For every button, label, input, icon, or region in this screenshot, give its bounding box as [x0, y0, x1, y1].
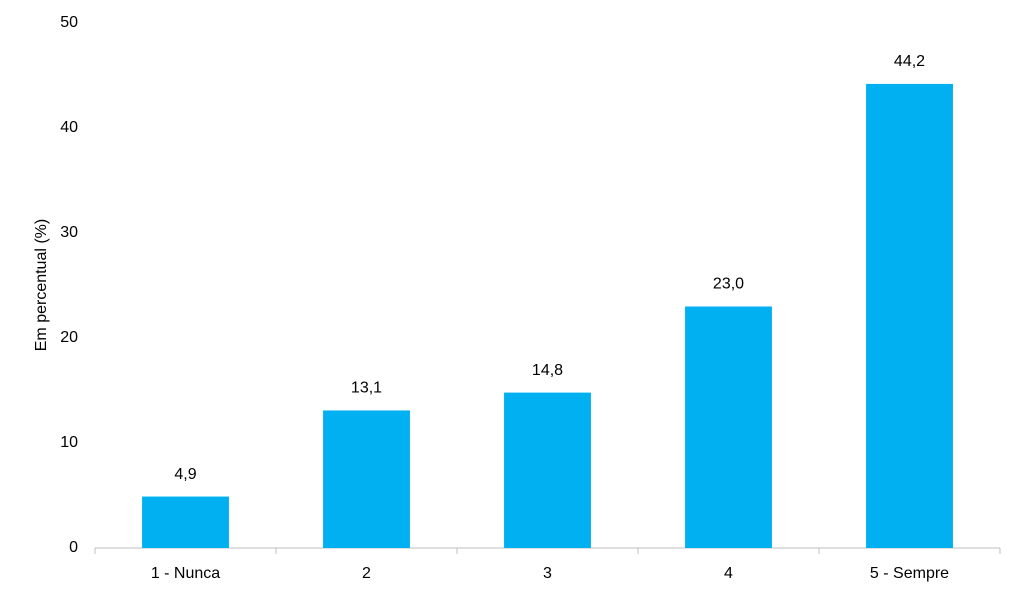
data-label: 13,1: [351, 380, 382, 397]
y-tick-label: 20: [60, 329, 78, 346]
bar: [323, 410, 410, 548]
x-tick-label: 3: [543, 565, 552, 582]
y-axis-label: Em percentual (%): [33, 219, 50, 352]
data-label: 23,0: [713, 276, 744, 293]
x-tick-label: 1 - Nunca: [151, 565, 220, 582]
x-tick-label: 4: [724, 565, 733, 582]
y-tick-label: 10: [60, 434, 78, 451]
bar: [685, 306, 772, 548]
data-label: 4,9: [174, 466, 196, 483]
y-tick-label: 50: [60, 14, 78, 31]
x-tick-label: 2: [362, 565, 371, 582]
bar: [504, 392, 591, 548]
data-label: 44,2: [894, 53, 925, 70]
x-tick-label: 5 - Sempre: [870, 565, 949, 582]
y-tick-label: 40: [60, 119, 78, 136]
y-tick-label: 30: [60, 224, 78, 241]
data-label: 14,8: [532, 362, 563, 379]
y-tick-label: 0: [69, 539, 78, 556]
bar: [866, 83, 953, 549]
bar: [142, 496, 229, 548]
